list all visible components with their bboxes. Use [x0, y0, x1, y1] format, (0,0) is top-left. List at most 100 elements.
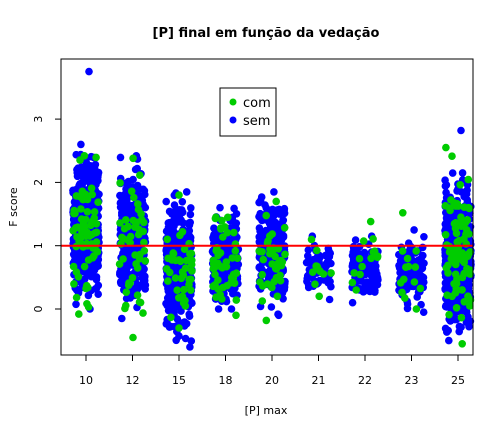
- data-point-com: [179, 299, 188, 307]
- data-point-com: [92, 238, 101, 246]
- data-point-sem: [125, 248, 133, 257]
- data-point-com: [262, 316, 271, 325]
- data-point-sem: [120, 265, 128, 274]
- data-point-com: [466, 302, 474, 310]
- data-point-sem: [117, 271, 125, 280]
- data-point-com: [399, 209, 407, 217]
- data-point-com: [398, 247, 407, 255]
- data-point-com: [455, 236, 464, 245]
- data-point-com: [307, 235, 316, 244]
- data-point-com: [315, 292, 324, 301]
- chart-title: [P] final em função da vedação: [153, 26, 380, 41]
- data-point-com: [116, 179, 124, 187]
- data-point-com: [451, 289, 460, 297]
- data-point-sem: [178, 198, 187, 206]
- data-point-com: [457, 313, 466, 322]
- data-point-sem: [124, 180, 132, 189]
- data-point-sem: [410, 226, 418, 234]
- data-point-sem: [216, 203, 224, 212]
- data-point-com: [259, 255, 268, 264]
- data-point-com: [87, 184, 96, 193]
- data-point-com: [76, 156, 84, 164]
- data-point-com: [367, 254, 375, 263]
- data-point-com: [458, 273, 467, 282]
- data-point-com: [273, 292, 282, 301]
- data-point-sem: [455, 327, 464, 336]
- x-tick-label: 22: [358, 374, 372, 387]
- data-point-com: [180, 245, 189, 253]
- data-point-sem: [304, 246, 313, 254]
- data-point-sem: [419, 308, 428, 317]
- data-point-com: [464, 175, 473, 184]
- data-point-com: [466, 296, 475, 304]
- data-point-com: [216, 290, 224, 299]
- data-point-sem: [313, 252, 322, 261]
- data-point-com: [348, 278, 357, 287]
- x-tick-label: 10: [79, 374, 93, 387]
- data-point-sem: [93, 261, 101, 270]
- data-point-com: [268, 283, 276, 292]
- data-point-sem: [173, 315, 182, 323]
- data-point-com: [262, 211, 271, 220]
- data-point-com: [223, 281, 231, 290]
- data-point-com: [404, 262, 413, 271]
- data-point-com: [136, 298, 145, 307]
- data-point-com: [82, 284, 90, 293]
- data-point-sem: [279, 295, 287, 303]
- data-point-com: [462, 230, 470, 238]
- data-point-sem: [86, 263, 95, 271]
- data-point-com: [223, 228, 232, 237]
- data-point-com: [212, 247, 220, 255]
- data-point-com: [136, 171, 144, 179]
- data-point-sem: [175, 212, 184, 220]
- data-point-sem: [140, 276, 149, 285]
- x-tick-label: 21: [312, 374, 326, 387]
- data-point-sem: [94, 173, 102, 181]
- data-point-sem: [255, 224, 264, 232]
- data-point-com: [175, 191, 183, 199]
- data-point-com: [129, 333, 137, 342]
- data-point-com: [410, 278, 419, 286]
- x-tick-label: 15: [172, 374, 186, 387]
- data-point-com: [90, 208, 99, 216]
- data-point-com: [464, 252, 472, 260]
- data-point-com: [230, 228, 238, 237]
- data-point-sem: [187, 337, 196, 345]
- data-point-com: [124, 281, 133, 290]
- data-point-com: [313, 246, 321, 255]
- data-point-com: [451, 260, 460, 269]
- x-tick-label: 23: [405, 374, 419, 387]
- data-point-com: [164, 277, 172, 285]
- data-point-sem: [133, 187, 142, 196]
- data-point-com: [134, 205, 143, 214]
- data-point-sem: [359, 287, 368, 296]
- data-point-sem: [265, 267, 274, 276]
- data-point-com: [369, 235, 377, 243]
- data-point-com: [217, 225, 225, 233]
- data-point-sem: [72, 199, 80, 208]
- data-point-sem: [230, 204, 238, 213]
- data-point-com: [116, 219, 124, 227]
- legend-label-com: com: [243, 96, 271, 111]
- data-point-sem: [348, 298, 357, 307]
- data-point-sem: [118, 314, 126, 323]
- data-point-com: [118, 233, 126, 242]
- data-point-com: [444, 269, 452, 277]
- data-point-com: [163, 235, 172, 244]
- data-point-com: [176, 257, 185, 266]
- data-point-com: [211, 214, 220, 223]
- x-tick-label: 18: [219, 374, 233, 387]
- data-point-sem: [274, 310, 282, 319]
- data-point-com: [401, 294, 409, 302]
- data-point-sem: [129, 175, 137, 184]
- data-point-com: [127, 187, 136, 196]
- data-point-com: [416, 284, 425, 293]
- data-point-com: [456, 181, 465, 189]
- data-point-com: [280, 224, 289, 232]
- data-point-com: [452, 202, 460, 210]
- data-point-sem-outlier: [85, 67, 93, 76]
- data-point-com: [124, 236, 132, 244]
- data-point-com: [128, 274, 137, 282]
- data-point-sem: [187, 204, 195, 212]
- data-point-com: [466, 270, 474, 278]
